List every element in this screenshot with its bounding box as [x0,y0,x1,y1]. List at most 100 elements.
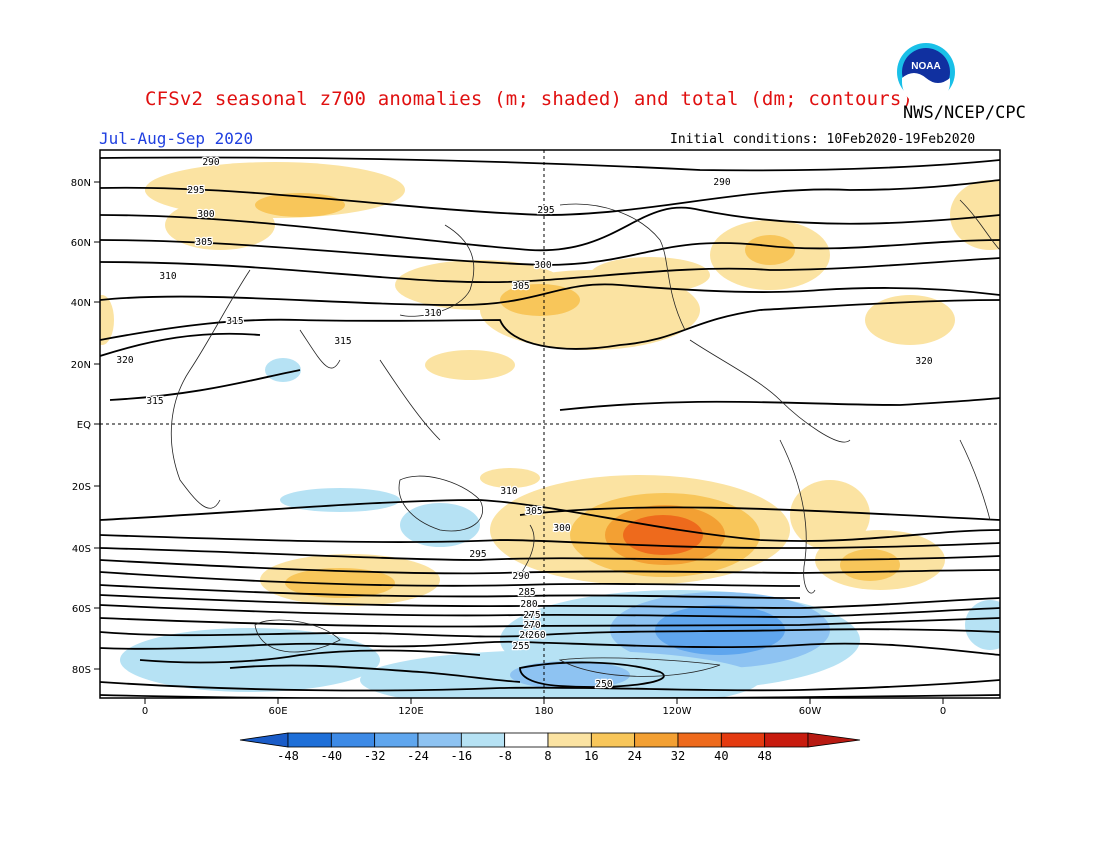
contour-line [100,628,1000,638]
contour-line [100,239,1000,266]
contour-label: 310 [159,271,176,282]
lon-tick-label: 0 [940,706,946,717]
lon-tick-label: 180 [534,706,553,717]
colorbar-label: 40 [714,749,728,763]
contour-line [229,664,521,683]
contour-label: 305 [195,237,212,248]
contour-label: 305 [512,281,529,292]
lat-tick-label: 80N [71,178,91,189]
lon-tick-label: 60E [268,706,287,717]
contour-label: 295 [469,549,486,560]
colorbar-label: -16 [450,749,472,763]
contour-line [100,299,1000,350]
colorbar-label: 48 [757,749,771,763]
lat-tick-label: EQ [77,420,91,431]
colorbar-swatch [547,732,592,748]
colorbar-swatch [504,732,549,748]
coastline [170,269,251,509]
colorbar-swatch [720,732,766,748]
contour-line [100,694,1000,698]
colorbar-label: -48 [277,749,299,763]
contour-label: 290 [512,571,529,582]
longitude-axis: 0 60E 120E 180 120W 60W 0 [142,698,946,717]
contour-label: 320 [915,356,932,367]
initial-conditions-label: Initial conditions: 10Feb2020-19Feb2020 [670,132,976,147]
colorbar-label: 8 [544,749,551,763]
colorbar-swatch [330,732,376,748]
coastline [519,524,535,576]
lat-tick-label: 40N [71,298,91,309]
contour-label: 290 [202,157,219,168]
noaa-logo: NOAA [897,43,955,102]
contour-line [100,283,1000,306]
lon-tick-label: 0 [142,706,148,717]
contour-line [100,206,1000,252]
contour-label: 315 [226,316,243,327]
contour-label: 315 [334,336,351,347]
coastline [689,339,851,443]
contour-label: 315 [146,396,163,407]
contour-label: 320 [116,355,133,366]
lat-tick-label: 20N [71,360,91,371]
contour-label: 275 [523,610,540,621]
colorbar-label: 16 [584,749,598,763]
lat-tick-label: 20S [72,482,91,493]
coastline [299,329,341,369]
lon-tick-label: 120E [398,706,423,717]
coastline [254,619,341,653]
contour-label: 295 [537,205,554,216]
colorbar-neg-arrow [239,732,289,748]
contour-label: 310 [500,486,517,497]
contour-label: 270 [523,620,540,631]
contour-label: 310 [424,308,441,319]
contour-line [100,604,1000,618]
coastline [558,657,721,677]
contour-label: 300 [197,209,214,220]
lon-tick-label: 120W [663,706,692,717]
contour-line [100,499,1000,542]
contour-label: 305 [525,506,542,517]
contour-line [100,679,1000,692]
contour-line [100,571,801,587]
contour-label: 260 [528,630,545,641]
contour-line [100,594,1000,609]
contour-label: 300 [553,523,570,534]
contour-line [100,547,1000,561]
colorbar-swatch [417,732,462,748]
contour-label: 285 [518,587,535,598]
coastline [399,224,475,317]
contour-line [519,506,1000,521]
contour-labels: 290 295 300 305 310 315 320 290 295 300 305 310 315 3… [115,156,934,692]
colorbar-label: -40 [320,749,342,763]
contour-label: 295 [187,185,204,196]
contour-line [139,649,481,664]
contour-line [100,640,1000,656]
coastline [959,439,991,521]
coastline [379,359,441,441]
contour-line [100,156,1000,172]
lat-tick-label: 40S [72,544,91,555]
colorbar-swatch [590,732,636,748]
height-contours [100,156,1000,698]
contour-line [519,661,665,688]
contour-line [559,397,1000,411]
contour-label: 300 [534,260,551,271]
noaa-logo-text: NOAA [911,61,940,72]
colorbar-swatch [677,732,722,748]
contour-line [100,584,801,599]
contour-line [100,559,1000,575]
lat-tick-label: 60S [72,604,91,615]
contour-line [100,332,261,357]
colorbar-label: 32 [671,749,685,763]
contour-line [100,179,1000,216]
contour-label: 250 [595,679,612,690]
colorbar-swatch [634,732,679,748]
lon-tick-label: 60W [799,706,822,717]
colorbar-swatch [460,732,506,748]
colorbar-label: -8 [497,749,511,763]
anomaly-shading [100,162,1000,698]
colorbar-pos-arrow [807,732,861,748]
coastline [398,475,483,532]
contour-label: 265 [519,630,536,641]
